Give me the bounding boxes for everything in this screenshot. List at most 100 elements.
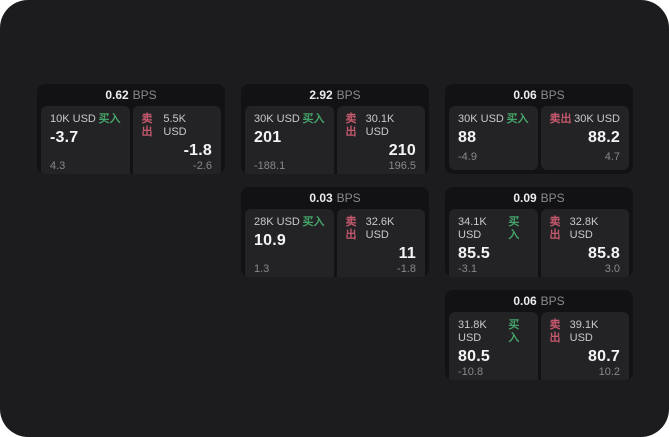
panel-row: 28K USD 买入 10.9 1.3 卖出 32.6K USD 11 -1.8 — [241, 209, 429, 277]
buy-side-label: 买入 — [508, 319, 520, 344]
sell-price: -1.8 — [183, 142, 212, 159]
buy-side-label: 买入 — [506, 113, 529, 125]
buy-amount: 30K USD — [254, 113, 300, 125]
sell-panel[interactable]: 卖出 32.8K USD 85.8 3.0 — [540, 209, 629, 277]
sell-price: 11 — [398, 245, 416, 262]
buy-panel[interactable]: 10K USD 买入 -3.7 4.3 — [41, 106, 130, 174]
buy-panel-header: 30K USD 买入 — [458, 113, 529, 126]
sell-panel-header: 卖出 39.1K USD — [550, 319, 621, 345]
panel-row: 10K USD 买入 -3.7 4.3 卖出 5.5K USD -1.8 -2.… — [37, 106, 225, 174]
sell-panel[interactable]: 卖出 30.1K USD 210 196.5 — [336, 106, 425, 174]
sell-panel-header: 卖出 5.5K USD — [142, 113, 213, 139]
buy-panel-header: 34.1K USD 买入 — [458, 216, 529, 242]
sell-panel-header: 卖出 30K USD — [550, 113, 621, 126]
panel-row: 34.1K USD 买入 85.5 -3.1 卖出 32.8K USD 85.8… — [445, 209, 633, 277]
sell-side-label: 卖出 — [141, 113, 153, 138]
quote-card: 0.62 BPS 10K USD 买入 -3.7 4.3 卖出 — [37, 84, 225, 174]
sell-price: 210 — [388, 142, 416, 159]
buy-panel[interactable]: 30K USD 买入 201 -188.1 — [245, 106, 334, 174]
buy-side-label: 买入 — [508, 216, 520, 241]
bps-value: 2.92 — [309, 88, 333, 102]
bps-header: 0.09 BPS — [445, 187, 633, 209]
sell-change: 3.0 — [604, 263, 620, 275]
sell-amount: 32.8K USD — [569, 216, 599, 241]
panel-row: 30K USD 买入 201 -188.1 卖出 30.1K USD 210 1… — [241, 106, 429, 174]
sell-price: 80.7 — [588, 348, 620, 365]
bps-header: 0.03 BPS — [241, 187, 429, 209]
buy-side-label: 买入 — [302, 216, 325, 228]
buy-panel[interactable]: 34.1K USD 买入 85.5 -3.1 — [449, 209, 538, 277]
buy-panel-header: 31.8K USD 买入 — [458, 319, 529, 345]
sell-change: -1.8 — [397, 263, 416, 275]
sell-side-label: 卖出 — [549, 319, 561, 344]
sell-amount: 30K USD — [574, 113, 620, 125]
buy-panel-header: 10K USD 买入 — [50, 113, 121, 126]
panel-row: 30K USD 买入 88 -4.9 卖出 30K USD 88.2 4.7 — [445, 106, 633, 174]
buy-change: -4.9 — [458, 151, 477, 163]
buy-panel[interactable]: 31.8K USD 买入 80.5 -10.8 — [449, 312, 538, 380]
bps-header: 0.06 BPS — [445, 84, 633, 106]
buy-change: -188.1 — [254, 160, 286, 172]
buy-price: -3.7 — [50, 129, 79, 146]
sell-side-label: 卖出 — [345, 216, 357, 241]
sell-side-label: 卖出 — [345, 113, 357, 138]
sell-change: 4.7 — [604, 151, 620, 163]
buy-price: 88 — [458, 129, 477, 146]
sell-side-label: 卖出 — [549, 216, 561, 241]
bps-header: 0.06 BPS — [445, 290, 633, 312]
sell-change: 10.2 — [598, 366, 620, 378]
buy-amount: 34.1K USD — [458, 216, 487, 241]
bps-value: 0.09 — [513, 191, 537, 205]
quote-card: 0.03 BPS 28K USD 买入 10.9 1.3 卖出 — [241, 187, 429, 277]
bps-value: 0.06 — [513, 294, 537, 308]
sell-change: -2.6 — [193, 160, 212, 172]
sell-price: 88.2 — [588, 129, 620, 146]
sell-amount: 39.1K USD — [569, 319, 599, 344]
buy-panel[interactable]: 28K USD 买入 10.9 1.3 — [245, 209, 334, 277]
panel-row: 31.8K USD 买入 80.5 -10.8 卖出 39.1K USD 80.… — [445, 312, 633, 380]
sell-panel-header: 卖出 32.8K USD — [550, 216, 621, 242]
sell-price: 85.8 — [588, 245, 620, 262]
buy-amount: 28K USD — [254, 216, 300, 228]
buy-panel[interactable]: 30K USD 买入 88 -4.9 — [449, 106, 538, 170]
bps-unit-label: BPS — [540, 294, 565, 308]
buy-amount: 31.8K USD — [458, 319, 487, 344]
buy-side-label: 买入 — [302, 113, 325, 125]
sell-panel[interactable]: 卖出 39.1K USD 80.7 10.2 — [540, 312, 629, 380]
buy-change: 1.3 — [254, 263, 270, 275]
bps-unit-label: BPS — [132, 88, 157, 102]
sell-panel-header: 卖出 32.6K USD — [346, 216, 417, 242]
bps-unit-label: BPS — [336, 191, 361, 205]
buy-change: -10.8 — [458, 366, 484, 378]
sell-side-label: 卖出 — [549, 113, 572, 125]
buy-price: 85.5 — [458, 245, 490, 262]
sell-amount: 32.6K USD — [365, 216, 395, 241]
buy-price: 10.9 — [254, 232, 286, 249]
bps-value: 0.62 — [105, 88, 129, 102]
bps-header: 0.62 BPS — [37, 84, 225, 106]
buy-price: 201 — [254, 129, 282, 146]
sell-panel[interactable]: 卖出 5.5K USD -1.8 -2.6 — [132, 106, 221, 174]
buy-price: 80.5 — [458, 348, 490, 365]
buy-amount: 10K USD — [50, 113, 96, 125]
buy-panel-header: 28K USD 买入 — [254, 216, 325, 229]
bps-unit-label: BPS — [540, 191, 565, 205]
bps-unit-label: BPS — [336, 88, 361, 102]
sell-amount: 5.5K USD — [163, 113, 187, 138]
bps-header: 2.92 BPS — [241, 84, 429, 106]
quote-card: 0.06 BPS 30K USD 买入 88 -4.9 卖出 — [445, 84, 633, 174]
sell-amount: 30.1K USD — [365, 113, 395, 138]
sell-panel[interactable]: 卖出 32.6K USD 11 -1.8 — [336, 209, 425, 277]
bps-value: 0.06 — [513, 88, 537, 102]
buy-change: 4.3 — [50, 160, 66, 172]
sell-panel[interactable]: 卖出 30K USD 88.2 4.7 — [540, 106, 629, 170]
buy-panel-header: 30K USD 买入 — [254, 113, 325, 126]
buy-amount: 30K USD — [458, 113, 504, 125]
buy-side-label: 买入 — [98, 113, 121, 125]
quote-card: 0.06 BPS 31.8K USD 买入 80.5 -10.8 卖 — [445, 290, 633, 380]
sell-change: 196.5 — [388, 160, 416, 172]
bps-unit-label: BPS — [540, 88, 565, 102]
quote-card-grid: 0.62 BPS 10K USD 买入 -3.7 4.3 卖出 — [37, 84, 633, 380]
